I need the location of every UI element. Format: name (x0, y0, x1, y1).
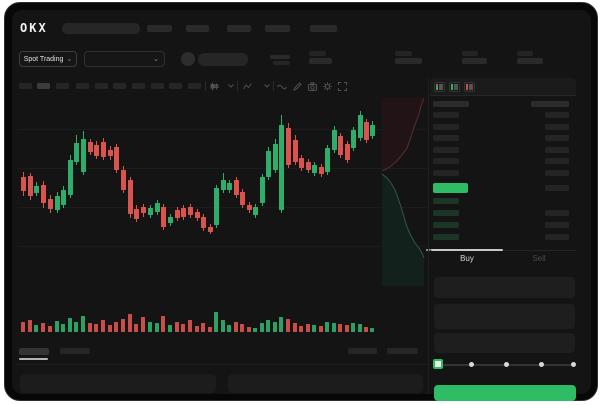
timeframe-button[interactable] (151, 83, 164, 89)
bid-row-amount (545, 210, 569, 216)
stat-value-placeholder (395, 58, 422, 64)
ask-row-amount (545, 170, 569, 176)
price-input[interactable] (434, 277, 575, 298)
stat-value-placeholder (462, 58, 487, 64)
stat-value-placeholder (517, 58, 543, 64)
orderbook-view-both-icon[interactable] (434, 82, 445, 92)
chevron-down-icon: ⌄ (153, 55, 159, 63)
tab-sell[interactable]: Sell (532, 254, 546, 263)
ask-row-amount (545, 112, 569, 118)
timeframe-button[interactable] (76, 83, 89, 89)
orderbook-price-header (433, 101, 469, 107)
draw-pencil-icon[interactable] (292, 81, 302, 91)
slider-step-dot[interactable] (571, 362, 576, 367)
buy-button[interactable] (434, 385, 576, 401)
candle-style-icon[interactable] (209, 81, 219, 91)
search-input[interactable] (62, 23, 140, 34)
slider-step-dot[interactable] (504, 362, 509, 367)
ask-row[interactable] (433, 147, 459, 153)
coin-avatar (181, 52, 195, 66)
nav-item-placeholder[interactable] (147, 25, 172, 32)
buy-tab-underline (431, 249, 503, 251)
bottom-tab-underline (19, 358, 48, 360)
ask-row[interactable] (433, 135, 459, 141)
ask-row-amount (545, 147, 569, 153)
tab-buy[interactable]: Buy (460, 254, 474, 263)
last-price-tick (426, 249, 433, 251)
nav-item-placeholder[interactable] (227, 25, 251, 32)
bid-row[interactable] (433, 210, 459, 216)
nav-item-placeholder[interactable] (265, 25, 290, 32)
tabs-divider (430, 250, 576, 251)
timeframe-button[interactable] (132, 83, 145, 89)
bottom-action-placeholder[interactable] (387, 348, 418, 354)
ask-row-amount (545, 158, 569, 164)
panel-divider (428, 78, 429, 394)
timeframe-button[interactable] (95, 83, 108, 89)
market-type-label: Spot Trading (23, 55, 64, 63)
stat-label-placeholder (462, 51, 478, 56)
chevron-down-icon[interactable] (262, 81, 272, 91)
market-type-dropdown[interactable]: Spot Trading ⌄ (19, 51, 77, 67)
slider-handle[interactable] (433, 359, 443, 369)
slider-step-dot[interactable] (469, 362, 474, 367)
okx-logo: OKX (20, 21, 48, 35)
bid-row[interactable] (433, 222, 459, 228)
ask-row-amount (545, 124, 569, 130)
orderbook-view-asks-icon[interactable] (464, 82, 475, 92)
toolbar-divider (237, 81, 238, 91)
line-tool-icon[interactable] (277, 81, 287, 91)
nav-item-placeholder[interactable] (310, 25, 337, 32)
ask-row-amount (545, 135, 569, 141)
indicator-icon[interactable] (242, 81, 252, 91)
timeframe-button[interactable] (188, 83, 201, 89)
stat-label-placeholder (395, 51, 412, 56)
fullscreen-icon[interactable] (337, 81, 347, 91)
timeframe-button-active[interactable] (37, 83, 50, 89)
stat-label-placeholder (309, 51, 326, 56)
stat-value-placeholder (309, 58, 332, 64)
timeframe-button[interactable] (169, 83, 182, 89)
orderbook-amount-header (531, 101, 569, 107)
timeframe-button[interactable] (56, 83, 69, 89)
bid-row[interactable] (433, 234, 459, 240)
settings-gear-icon[interactable] (322, 81, 332, 91)
chevron-down-icon: ⌄ (66, 55, 73, 63)
bottom-tab[interactable] (60, 348, 90, 354)
stat-label-placeholder (517, 51, 533, 56)
divider (16, 364, 428, 365)
bid-row-amount (545, 234, 569, 240)
toolbar-divider (205, 81, 206, 91)
ask-row[interactable] (433, 124, 459, 130)
bid-row-amount (545, 222, 569, 228)
price-placeholder (270, 55, 290, 59)
orderbook-view-bids-icon[interactable] (449, 82, 460, 92)
bid-row[interactable] (433, 198, 459, 204)
bottom-tab-active[interactable] (19, 348, 49, 355)
bottom-action-placeholder[interactable] (348, 348, 377, 354)
nav-item-placeholder[interactable] (186, 25, 209, 32)
timeframe-button[interactable] (19, 83, 32, 89)
ask-row[interactable] (433, 112, 459, 118)
price-sub-placeholder (273, 61, 290, 65)
pair-select[interactable]: ⌄ (84, 51, 165, 67)
ask-row-amount (545, 185, 569, 191)
toolbar-divider (273, 81, 274, 91)
bottom-panel-placeholder[interactable] (228, 374, 423, 393)
ask-row[interactable] (433, 158, 459, 164)
total-input[interactable] (434, 333, 575, 353)
camera-snapshot-icon[interactable] (307, 81, 317, 91)
amount-input[interactable] (434, 304, 575, 329)
timeframe-button[interactable] (113, 83, 126, 89)
chevron-down-icon[interactable] (226, 81, 236, 91)
bottom-panel-placeholder[interactable] (20, 374, 216, 393)
pair-name-placeholder[interactable] (198, 53, 248, 66)
ask-row[interactable] (433, 170, 459, 176)
slider-step-dot[interactable] (539, 362, 544, 367)
last-price-badge[interactable] (433, 183, 468, 193)
